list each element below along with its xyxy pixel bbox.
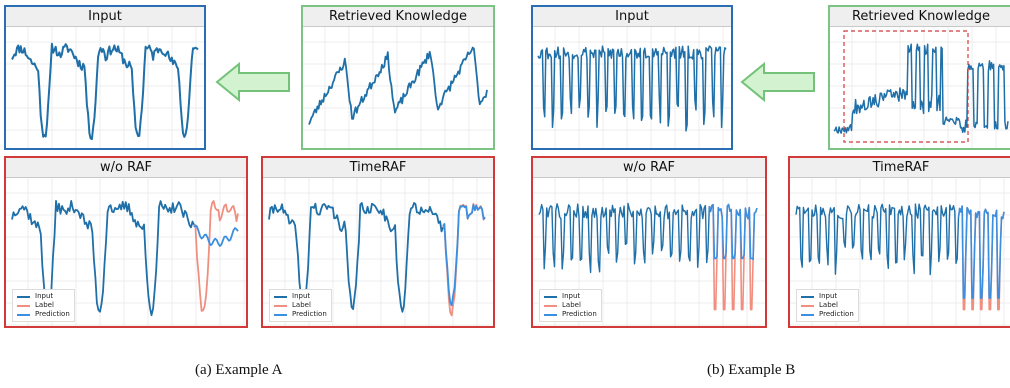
legend-swatch-prediction <box>274 313 287 316</box>
legend: Input Label Prediction <box>796 289 859 322</box>
input-line <box>11 42 199 141</box>
input-line <box>538 202 710 274</box>
retrieved-line <box>308 46 488 125</box>
legend-prediction-label: Prediction <box>292 310 327 318</box>
forecast-plot <box>533 178 765 326</box>
legend: Input Label Prediction <box>269 289 332 322</box>
legend-input-label: Input <box>292 292 311 300</box>
highlight-region <box>843 30 969 143</box>
panel-title: Input <box>533 7 731 27</box>
label-line <box>193 200 239 312</box>
legend-label-label: Label <box>35 301 54 309</box>
forecast-plot <box>790 178 1010 326</box>
legend-label-label: Label <box>819 301 838 309</box>
input-line <box>11 200 195 317</box>
prediction-line <box>708 203 758 261</box>
legend-swatch-input <box>801 295 814 298</box>
legend-swatch-prediction <box>544 313 557 316</box>
example-b-wo-raf-panel: w/o RAF Input Label Prediction <box>531 156 767 328</box>
example-b-retrieved-knowledge-panel: Retrieved Knowledge <box>828 5 1010 150</box>
legend-label-label: Label <box>292 301 311 309</box>
legend-swatch-label <box>801 304 814 307</box>
retrieved-series-plot <box>830 27 1010 148</box>
legend-input-label: Input <box>819 292 838 300</box>
legend-swatch-prediction <box>801 313 814 316</box>
example-b-timeraf-panel: TimeRAF Input Label Prediction <box>788 156 1010 328</box>
legend-swatch-prediction <box>17 313 30 316</box>
caption-example-a: (a) Example A <box>195 362 283 378</box>
legend-label-label: Label <box>562 301 581 309</box>
legend-prediction-label: Prediction <box>819 310 854 318</box>
legend-input-label: Input <box>35 292 54 300</box>
retrieved-series-plot <box>303 27 493 148</box>
legend-swatch-label <box>544 304 557 307</box>
panel-title: w/o RAF <box>533 158 765 178</box>
example-b-input-panel: Input <box>531 5 733 150</box>
legend-prediction-label: Prediction <box>35 310 70 318</box>
legend-swatch-input <box>17 295 30 298</box>
legend-swatch-input <box>544 295 557 298</box>
panel-title: w/o RAF <box>6 158 246 178</box>
input-line <box>537 45 727 132</box>
panel-title: Retrieved Knowledge <box>303 7 493 27</box>
input-line <box>795 203 960 276</box>
prediction-line <box>957 205 1005 299</box>
legend: Input Label Prediction <box>539 289 602 322</box>
arrow-left-icon <box>215 62 290 102</box>
example-a-retrieved-knowledge-panel: Retrieved Knowledge <box>301 5 495 150</box>
grid <box>6 27 204 148</box>
example-a-timeraf-panel: TimeRAF Input Label Prediction <box>261 156 495 328</box>
retrieved-line <box>833 43 1009 134</box>
panel-title: TimeRAF <box>263 158 493 178</box>
legend-swatch-label <box>17 304 30 307</box>
input-series-plot <box>533 27 731 148</box>
legend-swatch-input <box>274 295 287 298</box>
prediction-line <box>193 224 239 247</box>
input-line <box>268 202 444 314</box>
example-a-input-panel: Input <box>4 5 206 150</box>
legend: Input Label Prediction <box>12 289 75 322</box>
prediction-line <box>442 204 486 307</box>
caption-example-b: (b) Example B <box>707 362 796 378</box>
legend-swatch-label <box>274 304 287 307</box>
panel-title: Retrieved Knowledge <box>830 7 1010 27</box>
panel-title: Input <box>6 7 204 27</box>
legend-input-label: Input <box>562 292 581 300</box>
panel-title: TimeRAF <box>790 158 1010 178</box>
legend-prediction-label: Prediction <box>562 310 597 318</box>
example-a-wo-raf-panel: w/o RAF Input Label Prediction <box>4 156 248 328</box>
input-series-plot <box>6 27 204 148</box>
arrow-left-icon <box>740 62 815 102</box>
